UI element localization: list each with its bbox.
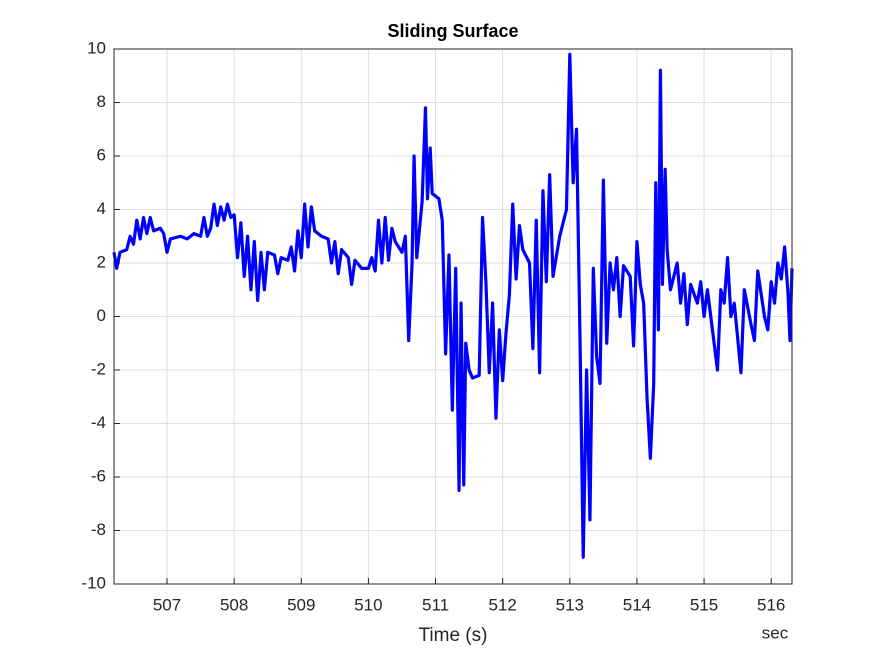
axes-box [113,48,793,585]
x-tick-label: 513 [556,595,584,614]
x-tick-label: 510 [354,595,382,614]
x-tick-label: 515 [690,595,718,614]
y-tick-label: 0 [97,306,106,325]
y-tick-label: 4 [97,199,106,218]
data-line [112,52,794,559]
x-tick-label: 508 [220,595,248,614]
x-unit-annotation: sec [762,623,789,642]
y-tick-label: 2 [97,252,106,271]
x-axis-label: Time (s) [419,625,488,646]
chart-title: Sliding Surface [387,21,518,41]
x-tick-label: 516 [757,595,785,614]
y-tick-label: -4 [91,413,106,432]
x-tick-label: 507 [153,595,181,614]
x-tick-label: 514 [623,595,651,614]
y-tick-label: -6 [91,466,106,485]
x-tick-label: 511 [422,595,449,614]
y-tick-label: -2 [91,359,106,378]
x-tick-label: 509 [287,595,315,614]
y-tick-label: -8 [91,520,106,539]
y-tick-label: 8 [97,92,106,111]
x-tick-label: 512 [488,595,516,614]
y-tick-label: 10 [87,38,106,57]
y-tick-label: -10 [81,573,106,592]
y-tick-label: 6 [97,145,106,164]
